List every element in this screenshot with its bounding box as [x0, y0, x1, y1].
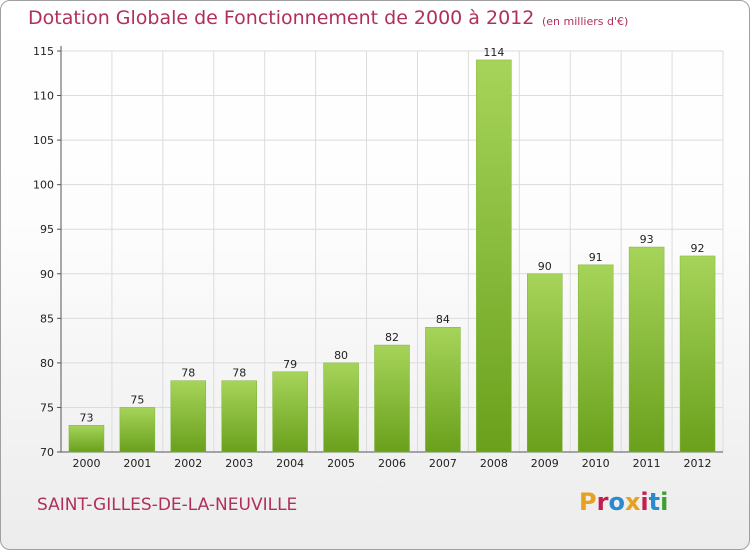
x-tick-label: 2008: [480, 457, 508, 470]
commune-name: SAINT-GILLES-DE-LA-NEUVILLE: [37, 495, 298, 515]
bar: [170, 380, 207, 453]
x-tick-label: 2001: [123, 457, 151, 470]
logo-letter: o: [608, 488, 625, 516]
x-tick-label: 2007: [429, 457, 457, 470]
bar: [527, 273, 563, 453]
bar-value-label: 75: [130, 393, 144, 406]
bar-value-label: 92: [691, 242, 705, 255]
x-tick-label: 2000: [72, 457, 100, 470]
x-tick-label: 2006: [378, 457, 406, 470]
logo-letter: x: [624, 488, 641, 516]
logo-letter: i: [660, 488, 669, 516]
x-tick-label: 2009: [531, 457, 559, 470]
y-tick-label: 90: [40, 268, 54, 281]
bar-value-label: 84: [436, 313, 450, 326]
bar-value-label: 90: [538, 260, 552, 273]
bar-value-label: 93: [640, 233, 654, 246]
y-tick-label: 70: [40, 446, 54, 459]
y-tick-label: 80: [40, 357, 54, 370]
bar: [272, 371, 308, 453]
bar: [68, 425, 105, 453]
bar: [679, 255, 716, 453]
y-tick-label: 105: [33, 134, 54, 147]
logo-letter: t: [648, 488, 661, 516]
proxiti-logo[interactable]: Proxiti: [579, 488, 668, 516]
x-tick-label: 2003: [225, 457, 253, 470]
logo-letter: P: [579, 488, 597, 516]
y-tick-label: 100: [33, 179, 54, 192]
bar: [119, 407, 156, 453]
bar: [577, 264, 614, 453]
bar-value-label: 73: [79, 411, 93, 424]
x-tick-label: 2010: [582, 457, 610, 470]
bar-value-label: 79: [283, 358, 297, 371]
bar-value-label: 78: [181, 367, 195, 380]
bar: [323, 362, 359, 453]
chart-subtitle: (en milliers d'€): [542, 15, 629, 28]
x-tick-label: 2011: [633, 457, 661, 470]
x-tick-label: 2004: [276, 457, 304, 470]
bar: [476, 59, 512, 453]
bar-value-label: 82: [385, 331, 399, 344]
label-layer: 73 2000 75 2001 78 2002 78 2003 79 2004 80 2005 82 20…: [72, 46, 711, 470]
logo-letter: i: [640, 488, 649, 516]
bar-value-label: 80: [334, 349, 348, 362]
logo-letter: r: [596, 488, 609, 516]
bar: [628, 246, 665, 453]
bar-value-label: 91: [589, 251, 603, 264]
chart-title: Dotation Globale de Fonctionnement de 20…: [28, 7, 535, 29]
y-tick-label: 85: [40, 312, 54, 325]
bar: [221, 380, 257, 453]
bar-value-label: 78: [232, 367, 246, 380]
x-tick-label: 2002: [174, 457, 202, 470]
x-tick-label: 2012: [684, 457, 712, 470]
y-tick-label: 115: [33, 45, 54, 58]
x-tick-label: 2005: [327, 457, 355, 470]
bar: [374, 344, 410, 453]
y-tick-label: 110: [33, 90, 54, 103]
y-tick-label: 75: [40, 401, 54, 414]
bar-layer: [68, 59, 716, 453]
bar-value-label: 114: [483, 46, 504, 59]
y-tick-label: 95: [40, 223, 54, 236]
bar: [425, 326, 461, 453]
